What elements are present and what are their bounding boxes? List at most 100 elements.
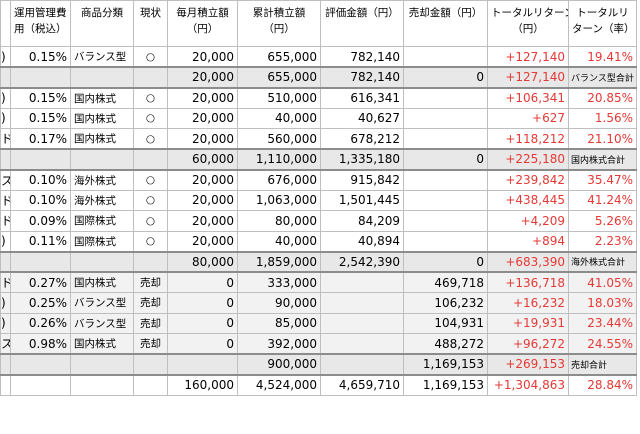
cell: 2.23% <box>568 230 637 252</box>
cell: 21.10% <box>568 128 637 150</box>
cell <box>0 373 11 396</box>
cell <box>320 353 404 375</box>
cell: ス <box>0 333 11 355</box>
cell <box>403 210 488 232</box>
cell <box>403 230 488 252</box>
cell <box>320 292 404 314</box>
column-header: 商品分類 <box>70 0 134 47</box>
cell: ) <box>0 292 11 314</box>
cell: 40,627 <box>320 107 404 129</box>
cell: 1,501,445 <box>320 189 404 211</box>
cell <box>70 250 134 273</box>
cell: 84,209 <box>320 210 404 232</box>
cell: 売却 <box>133 333 168 355</box>
cell <box>403 46 488 68</box>
cell: 売却 <box>133 271 168 293</box>
column-header: 売却金額（円） <box>403 0 488 47</box>
cell: 売却 <box>133 292 168 314</box>
cell: 国際株式 <box>70 230 134 252</box>
header-line: （円） <box>186 23 219 35</box>
cell: 20,000 <box>167 46 238 68</box>
cell: 国内株式合計 <box>568 148 637 170</box>
cell: +225,180 <box>487 148 569 170</box>
cell: 28.84% <box>568 373 637 396</box>
cell: 0.10% <box>10 168 71 191</box>
cell: 0.98% <box>10 333 71 355</box>
cell: 900,000 <box>237 353 321 375</box>
column-header: 累計積立額 （円） <box>237 0 321 47</box>
cell: ド <box>0 189 11 211</box>
cell: 20,000 <box>167 189 238 211</box>
header-line: 売却金額（円） <box>408 7 483 19</box>
cell: +683,390 <box>487 250 569 273</box>
cell <box>0 66 11 88</box>
cell: ○ <box>133 128 168 150</box>
row-total: 160,000 4,524,000 4,659,710 1,169,153 +1,304… <box>0 373 637 396</box>
row-subtotal: 80,000 1,859,000 2,542,390 0 +683,390 海外株式合計 <box>0 250 637 273</box>
cell: +127,140 <box>487 46 569 68</box>
cell: ) <box>0 230 11 252</box>
cell: 海外株式 <box>70 168 134 191</box>
cell: 国内株式 <box>70 128 134 150</box>
cell: 0 <box>167 333 238 355</box>
cell: 0 <box>167 312 238 334</box>
cell: 国内株式 <box>70 107 134 129</box>
header-line: 商品分類 <box>81 7 123 19</box>
cell <box>70 353 134 375</box>
cell: 20,000 <box>167 107 238 129</box>
cell: 40,000 <box>237 230 321 252</box>
cell: 782,140 <box>320 46 404 68</box>
spreadsheet: 運用管理費 用（税込） 商品分類 現状 毎月積立額 （円） 累計積立額 （円） 評価金額（円） 売… <box>0 0 637 396</box>
cell: +627 <box>487 107 569 129</box>
row-subtotal: 60,000 1,110,000 1,335,180 0 +225,180 国内株式合計 <box>0 148 637 170</box>
cell: ド <box>0 128 11 150</box>
cell: 392,000 <box>237 333 321 355</box>
cell: ○ <box>133 86 168 109</box>
cell <box>133 250 168 273</box>
cell: 40,894 <box>320 230 404 252</box>
cell: 0.27% <box>10 271 71 293</box>
cell <box>403 86 488 109</box>
cell: ド <box>0 271 11 293</box>
cell: 20,000 <box>167 66 238 88</box>
cell <box>167 353 238 375</box>
cell: 41.05% <box>568 271 637 293</box>
cell: 国内株式 <box>70 86 134 109</box>
cell: 0.15% <box>10 46 71 68</box>
cell <box>10 250 71 273</box>
cell: 1,169,153 <box>403 353 488 375</box>
cell: 0 <box>167 292 238 314</box>
cell: ○ <box>133 210 168 232</box>
cell: 0.11% <box>10 230 71 252</box>
cell: 24.55% <box>568 333 637 355</box>
cell: 20,000 <box>167 168 238 191</box>
cell: 616,341 <box>320 86 404 109</box>
cell <box>133 66 168 88</box>
cell <box>0 353 11 375</box>
cell: 海外株式合計 <box>568 250 637 273</box>
cell: 655,000 <box>237 66 321 88</box>
cell <box>10 353 71 375</box>
cell: +127,140 <box>487 66 569 88</box>
cell: 1,335,180 <box>320 148 404 170</box>
table-body: ) 0.15% バランス型 ○ 20,000 655,000 782,140 +127,140… <box>0 46 637 396</box>
cell: 676,000 <box>237 168 321 191</box>
cell: 469,718 <box>403 271 488 293</box>
cell: 売却合計 <box>568 353 637 375</box>
row-sold: ) 0.25% バランス型 売却 0 90,000 106,232 +16,232 18.03% <box>0 292 637 314</box>
cell: 0 <box>403 148 488 170</box>
cell: ) <box>0 86 11 109</box>
cell: 18.03% <box>568 292 637 314</box>
cell: 0.15% <box>10 107 71 129</box>
cell: 20,000 <box>167 230 238 252</box>
column-header <box>0 0 11 47</box>
cell: 1,110,000 <box>237 148 321 170</box>
row-fund: ) 0.15% 国内株式 ○ 20,000 40,000 40,627 +627 1.56% <box>0 107 637 129</box>
cell: ○ <box>133 168 168 191</box>
header-row: 運用管理費 用（税込） 商品分類 現状 毎月積立額 （円） 累計積立額 （円） 評価金額（円） 売… <box>0 0 637 47</box>
